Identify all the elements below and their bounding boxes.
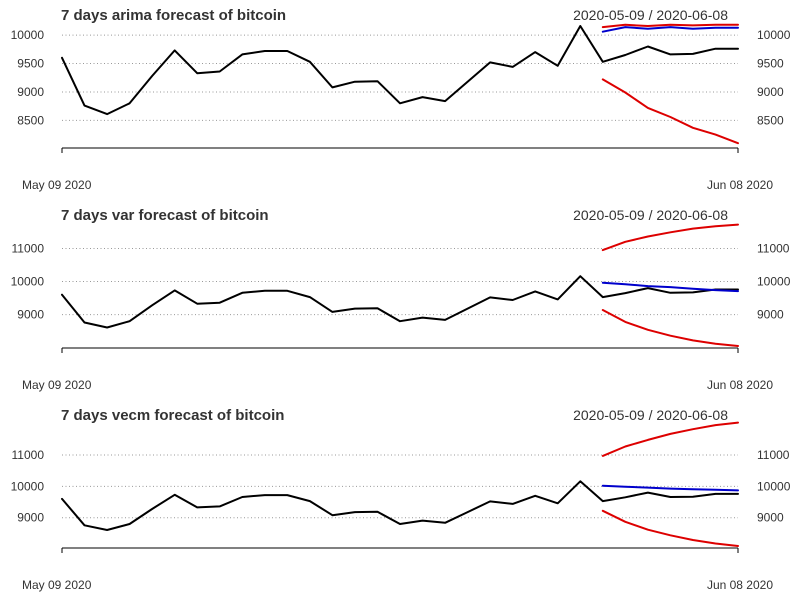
date-range-label: 2020-05-09 / 2020-06-08: [573, 7, 728, 23]
y-tick-label-right: 11000: [757, 448, 790, 462]
x-start-label: May 09 2020: [22, 378, 92, 392]
y-tick-label-left: 11000: [12, 241, 45, 255]
series-line-forecast: [601, 26, 739, 33]
x-end-label: Jun 08 2020: [707, 178, 773, 192]
series-line-lower: [601, 78, 739, 145]
series-line-forecast: [601, 281, 739, 293]
x-start-label: May 09 2020: [22, 578, 92, 592]
chart-panel-1: 8500 8500 9000 9000 9500 9500 10000 10000 7 days…: [11, 7, 791, 192]
y-tick-label-left: 11000: [12, 448, 45, 462]
y-tick-label-right: 10000: [757, 275, 791, 289]
chart-title: 7 days arima forecast of bitcoin: [61, 7, 286, 24]
chart-title: 7 days var forecast of bitcoin: [61, 207, 269, 224]
series-line-upper: [601, 421, 739, 457]
date-range-label: 2020-05-09 / 2020-06-08: [573, 207, 728, 223]
series-line-forecast: [601, 484, 739, 492]
y-tick-label-left: 8500: [17, 113, 44, 127]
series-line-lower: [601, 509, 739, 547]
chart-panel-2: 9000 9000 10000 10000 11000 11000 7 days var f…: [11, 207, 791, 392]
series-line-actual: [61, 25, 739, 116]
y-tick-label-right: 9000: [757, 511, 784, 525]
series-line-upper: [601, 223, 739, 252]
series-line-lower: [601, 309, 739, 347]
y-tick-label-left: 9500: [17, 57, 44, 71]
series-line-upper: [601, 23, 739, 29]
series-line-actual: [61, 480, 739, 531]
y-tick-label-right: 11000: [757, 241, 790, 255]
date-range-label: 2020-05-09 / 2020-06-08: [573, 407, 728, 423]
chart-title: 7 days vecm forecast of bitcoin: [61, 407, 284, 424]
y-tick-label-right: 9000: [757, 85, 784, 99]
series-line-actual: [61, 275, 739, 329]
y-tick-label-right: 9500: [757, 57, 784, 71]
y-tick-label-left: 10000: [11, 479, 45, 493]
y-tick-label-right: 9000: [757, 308, 784, 322]
y-tick-label-left: 9000: [17, 85, 44, 99]
y-tick-label-right: 10000: [757, 479, 791, 493]
y-tick-label-right: 8500: [757, 113, 784, 127]
y-tick-label-left: 9000: [17, 511, 44, 525]
y-tick-label-right: 10000: [757, 28, 791, 42]
chart-panel-3: 9000 9000 10000 10000 11000 11000 7 days vecm …: [11, 407, 791, 592]
x-end-label: Jun 08 2020: [707, 378, 773, 392]
x-end-label: Jun 08 2020: [707, 578, 773, 592]
x-start-label: May 09 2020: [22, 178, 92, 192]
y-tick-label-left: 10000: [11, 28, 45, 42]
y-tick-label-left: 10000: [11, 275, 45, 289]
y-tick-label-left: 9000: [17, 308, 44, 322]
